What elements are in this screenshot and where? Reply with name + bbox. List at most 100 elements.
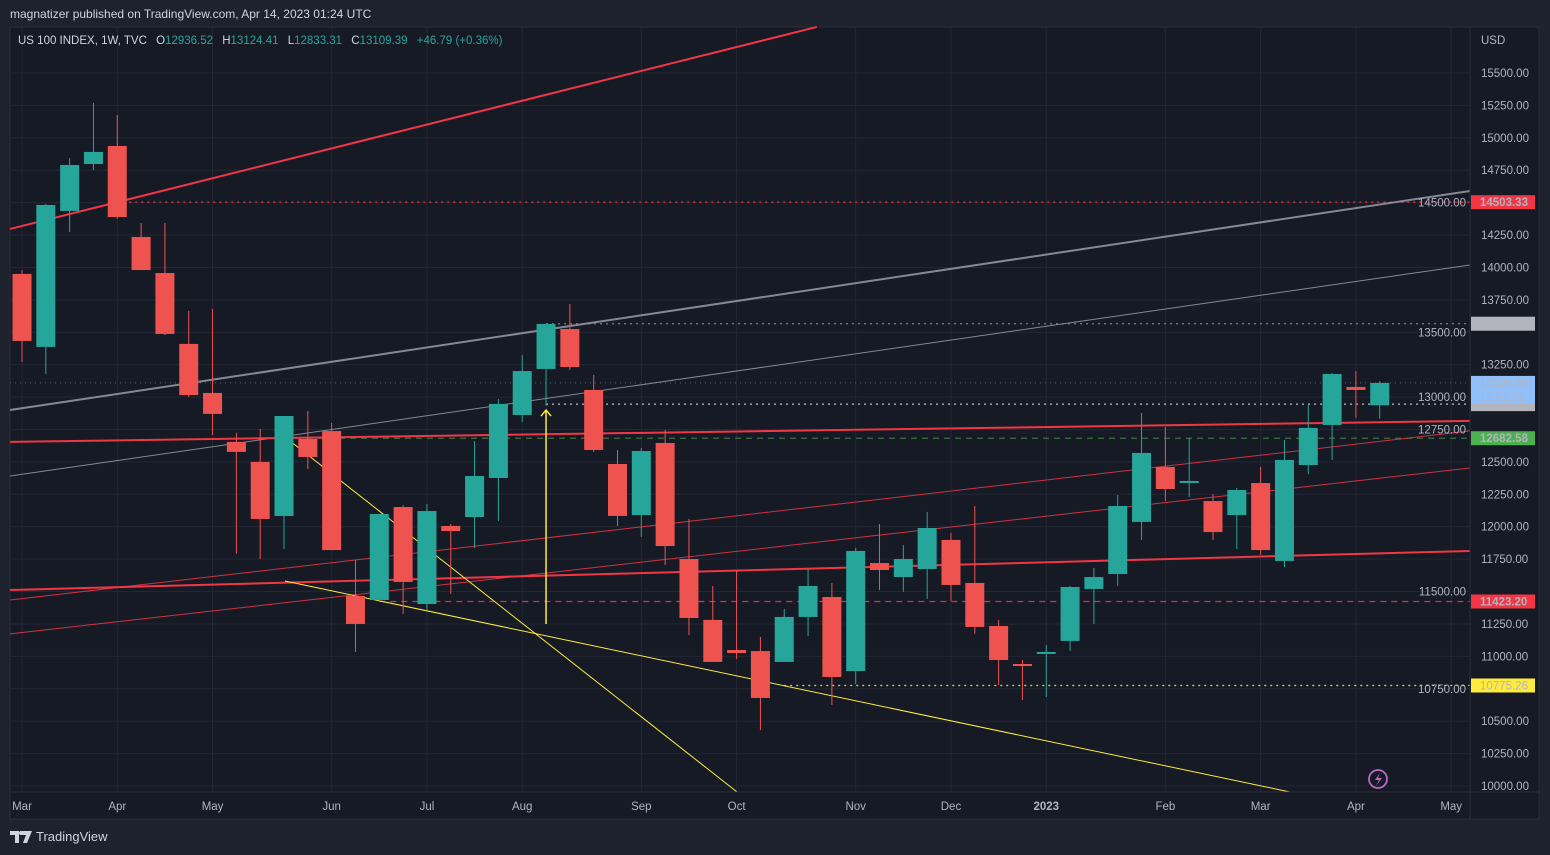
yellow-arrow-head (540, 408, 552, 417)
yellow-wedge-line (284, 580, 1291, 793)
price-tick-label: 11250.00 (1481, 619, 1528, 631)
trendlines[interactable] (9, 25, 1471, 793)
candle-down (393, 507, 413, 582)
candle-down (298, 438, 318, 457)
time-tick-label: Jul (420, 801, 435, 813)
candle-up (83, 151, 103, 164)
candle-up (512, 371, 532, 415)
time-tick-label: Jun (322, 801, 341, 813)
last-price-label: 13109.39 (1480, 378, 1528, 390)
price-label-box (1471, 195, 1535, 210)
lightning-icon[interactable] (1368, 769, 1388, 789)
candle-down (12, 273, 32, 341)
price-axis[interactable]: 10000.00 10250.00 10500.00 10750.00 11000.00… (1418, 68, 1529, 793)
candle-up (488, 403, 508, 478)
candle-up (536, 323, 556, 369)
price-label: 10775.26 (1480, 680, 1528, 692)
price-tick-label: 10250.00 (1481, 749, 1529, 761)
last-price-label-box (1471, 375, 1535, 404)
candle-down (179, 343, 199, 396)
candles (12, 102, 1390, 730)
horizontal-levels (10, 201, 1470, 687)
price-tick-label: 13500.00 (1418, 327, 1466, 339)
high-value: 13124.41 (230, 35, 279, 47)
candle-up (1132, 452, 1152, 522)
gray-trendline-thick (9, 189, 1471, 412)
price-label-box (1471, 316, 1535, 331)
candle-down (345, 595, 365, 624)
price-tick-label: 14500.00 (1418, 198, 1466, 210)
price-label: 13565.87 (1480, 319, 1528, 331)
price-tick-label: 14750.00 (1481, 165, 1529, 177)
candle-up (631, 451, 651, 516)
candle-down (107, 145, 127, 218)
candle-down (322, 431, 342, 551)
candle-down (1203, 501, 1223, 533)
candle-down (822, 596, 842, 677)
candle-down (250, 461, 270, 519)
close-value: 13109.39 (359, 35, 408, 47)
open-value: 12936.52 (165, 35, 214, 47)
candle-down (608, 463, 627, 516)
candle-up (1322, 374, 1342, 425)
price-tick-label: 14000.00 (1481, 262, 1529, 274)
candle-down (679, 559, 699, 618)
price-tick-label: 11500.00 (1419, 587, 1466, 599)
candle-down (941, 539, 961, 585)
time-tick-label: Apr (1347, 801, 1365, 813)
time-tick-label: Nov (845, 801, 866, 813)
candle-up (1274, 459, 1294, 561)
candle-down (441, 525, 461, 531)
low-value: 12833.31 (294, 35, 343, 47)
time-tick-label: Mar (1251, 801, 1271, 813)
price-tick-label: 13250.00 (1481, 360, 1529, 372)
tradingview-brand[interactable]: TradingView (10, 829, 108, 844)
low-label: L (287, 35, 295, 47)
price-tick-label: 15500.00 (1481, 68, 1529, 80)
candle-up (36, 204, 56, 347)
candle-down (965, 582, 985, 627)
price-tick-label: 14250.00 (1481, 230, 1529, 242)
candle-up (1084, 577, 1104, 589)
time-axis[interactable]: Mar Apr May Jun Jul Aug Sep Oct Nov Dec 2023 Feb Mar… (12, 801, 1462, 813)
time-tick-label: Feb (1155, 801, 1175, 813)
high-label: H (222, 35, 231, 47)
candle-up (1227, 490, 1247, 516)
tradingview-logo-icon (10, 830, 32, 843)
price-label: 14503.33 (1480, 197, 1528, 209)
candle-down (1251, 483, 1271, 551)
candle-down (703, 619, 723, 662)
price-tick-label: 15250.00 (1481, 100, 1529, 112)
price-tick-label: 13000.00 (1418, 392, 1466, 404)
candle-up (60, 165, 80, 211)
candle-up (1370, 382, 1390, 406)
candle-up (917, 528, 937, 569)
candle-down (1012, 664, 1032, 667)
currency-label: USD (1481, 35, 1505, 47)
price-tick-label: 10000.00 (1481, 781, 1529, 793)
change-value: +46.79 (+0.36%) (416, 35, 503, 47)
candle-down (1155, 466, 1175, 489)
price-tick-label: 12500.00 (1481, 457, 1529, 469)
price-tick-label: 15000.00 (1481, 133, 1529, 145)
price-label-box (1471, 431, 1535, 446)
price-tick-label: 10750.00 (1418, 684, 1466, 696)
price-tick-label: 12250.00 (1481, 489, 1529, 501)
time-tick-label: Apr (108, 801, 126, 813)
time-tick-label: May (202, 801, 224, 813)
price-tick-label: 12000.00 (1481, 522, 1529, 534)
candle-down (989, 626, 1009, 660)
candle-down (226, 441, 246, 452)
candle-down (655, 442, 675, 547)
candle-up (274, 416, 294, 516)
red-channel-line-a (10, 430, 1471, 601)
time-tick-label: Mar (12, 801, 32, 813)
time-tick-label: Aug (512, 801, 532, 813)
candle-up (893, 559, 913, 578)
candle-up (1036, 651, 1056, 654)
price-label: 11423.20 (1480, 596, 1527, 608)
candle-down (727, 650, 747, 653)
yellow-diagonal-line (284, 436, 738, 793)
publisher-info: magnatizer published on TradingView.com,… (10, 7, 372, 21)
